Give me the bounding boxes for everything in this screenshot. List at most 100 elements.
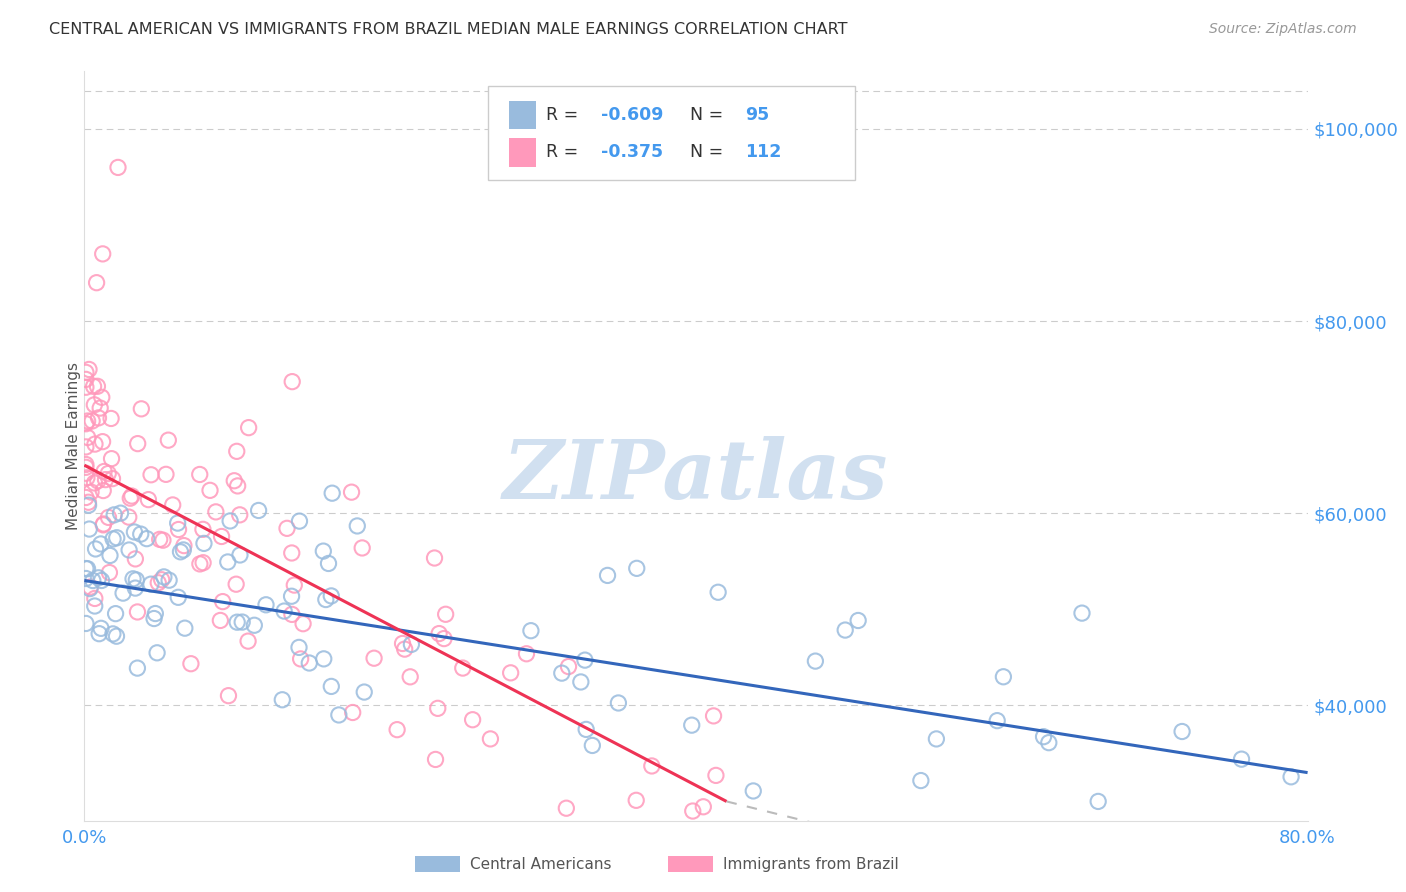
Point [122, 572, 145, 586]
Point [290, 652, 312, 666]
Point [75, 572, 97, 586]
Point [75, 365, 97, 379]
Point [434, 607, 457, 622]
Text: 95: 95 [745, 106, 769, 124]
Point [129, 527, 152, 541]
Point [98, 549, 121, 563]
Point [834, 623, 856, 637]
Point [219, 514, 242, 528]
Point [1230, 752, 1253, 766]
Point [146, 646, 169, 660]
Point [155, 467, 177, 482]
Point [83, 591, 105, 606]
Point [124, 581, 146, 595]
Point [703, 709, 725, 723]
Point [75, 616, 97, 631]
Point [451, 661, 474, 675]
Point [75, 460, 97, 475]
Point [281, 375, 304, 389]
Point [138, 492, 160, 507]
Point [1032, 730, 1054, 744]
Point [120, 491, 142, 505]
Point [198, 483, 221, 498]
Point [1279, 770, 1302, 784]
Point [461, 713, 484, 727]
Point [127, 436, 149, 450]
Point [624, 793, 647, 807]
Point [82, 414, 104, 428]
Point [1087, 794, 1109, 808]
Point [127, 605, 149, 619]
Point [105, 629, 128, 643]
Point [312, 544, 335, 558]
Point [318, 557, 340, 571]
Point [254, 598, 277, 612]
Point [87, 571, 110, 585]
Point [76, 562, 98, 576]
Point [499, 665, 522, 680]
Point [401, 637, 423, 651]
Point [75, 440, 97, 454]
Point [846, 614, 869, 628]
Point [118, 543, 141, 558]
Point [173, 539, 195, 553]
Point [101, 472, 124, 486]
Point [125, 573, 148, 587]
Point [162, 498, 184, 512]
Point [226, 615, 249, 630]
Point [555, 801, 578, 815]
Text: Central Americans: Central Americans [470, 857, 612, 871]
Point [89, 401, 111, 415]
Point [681, 718, 703, 732]
Text: Immigrants from Brazil: Immigrants from Brazil [723, 857, 898, 871]
Point [153, 570, 176, 584]
Point [105, 531, 128, 545]
Point [121, 489, 143, 503]
Point [79, 580, 101, 594]
Point [910, 773, 932, 788]
Point [312, 652, 335, 666]
Point [97, 467, 120, 481]
Point [188, 467, 211, 482]
Text: ZIPatlas: ZIPatlas [503, 436, 889, 516]
Point [226, 479, 249, 493]
Point [399, 670, 422, 684]
Text: CENTRAL AMERICAN VS IMMIGRANTS FROM BRAZIL MEDIAN MALE EARNINGS CORRELATION CHAR: CENTRAL AMERICAN VS IMMIGRANTS FROM BRAZ… [49, 22, 848, 37]
Point [209, 614, 232, 628]
Text: 112: 112 [745, 144, 782, 161]
Point [167, 591, 190, 605]
Point [191, 556, 214, 570]
Point [574, 653, 596, 667]
Point [83, 599, 105, 613]
Point [77, 495, 100, 509]
Point [1171, 724, 1194, 739]
Point [283, 578, 305, 592]
Point [118, 510, 141, 524]
Point [804, 654, 827, 668]
Point [692, 799, 714, 814]
Point [281, 607, 304, 622]
Point [193, 536, 215, 550]
Point [90, 537, 112, 551]
Point [273, 604, 295, 618]
Point [641, 759, 664, 773]
Point [93, 465, 115, 479]
Point [224, 474, 246, 488]
Point [292, 616, 315, 631]
Point [143, 607, 166, 621]
Point [101, 627, 124, 641]
Point [280, 589, 302, 603]
Point [84, 437, 107, 451]
Point [152, 533, 174, 548]
Text: -0.609: -0.609 [600, 106, 664, 124]
Text: Source: ZipAtlas.com: Source: ZipAtlas.com [1209, 22, 1357, 37]
Point [87, 474, 110, 488]
Point [157, 433, 180, 447]
Point [76, 471, 98, 485]
Point [131, 401, 153, 416]
Point [353, 685, 375, 699]
Point [169, 545, 191, 559]
Point [217, 555, 239, 569]
Point [385, 723, 408, 737]
Point [225, 444, 247, 458]
